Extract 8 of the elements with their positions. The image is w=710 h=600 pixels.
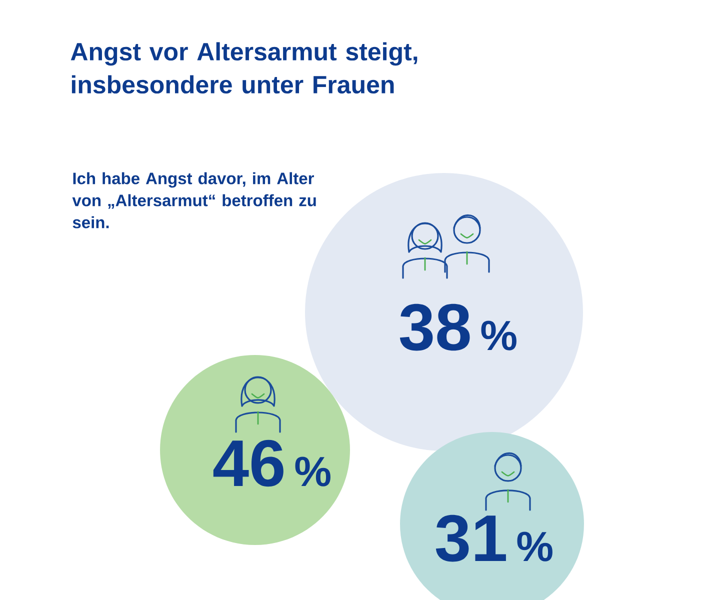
text: %	[481, 320, 516, 350]
text: %	[295, 456, 330, 486]
data-label: 46	[213, 440, 284, 487]
data-label: 38	[400, 304, 470, 351]
text: Angst vor Altersarmut steigt, insbesondere unter Frauen	[70, 42, 418, 94]
text: Ich habe Angst davor, im Alter von „Altersarmut“ betroffen zu sein.	[72, 172, 316, 228]
text: %	[517, 532, 552, 562]
data-label: 31	[436, 514, 506, 562]
